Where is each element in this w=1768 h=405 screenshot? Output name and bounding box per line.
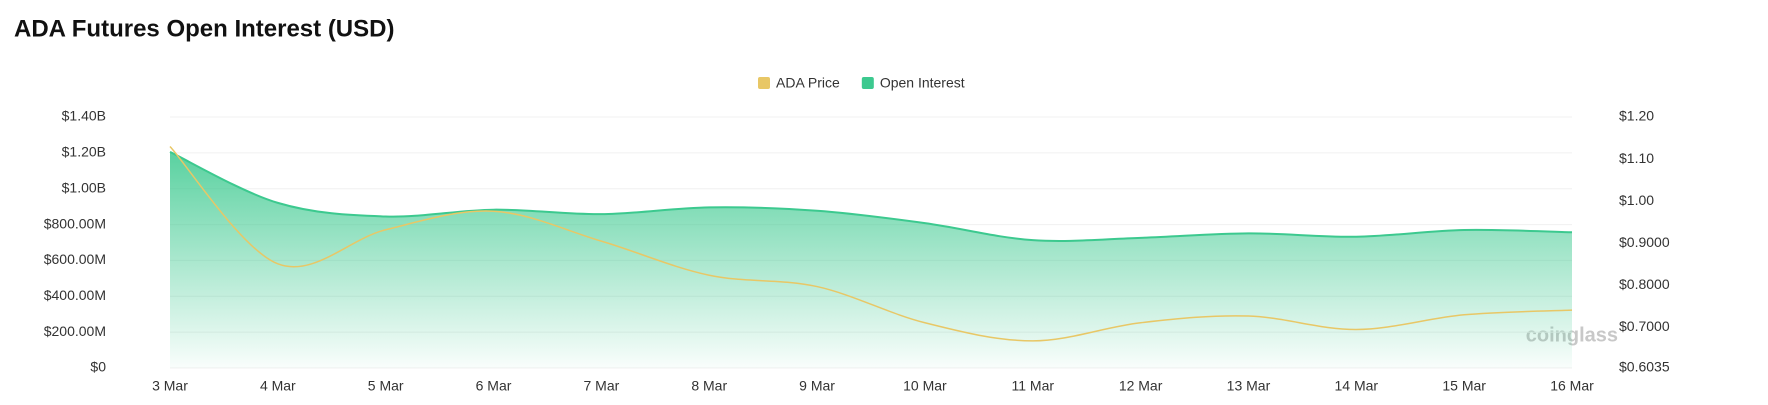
x-tick-label: 14 Mar — [1335, 378, 1379, 394]
x-tick-label: 5 Mar — [368, 378, 404, 394]
x-tick-label: 10 Mar — [903, 378, 947, 394]
y2-tick-label: $0.6035 — [1619, 359, 1670, 375]
y2-tick-label: $0.9000 — [1619, 234, 1670, 250]
x-tick-label: 8 Mar — [691, 378, 727, 394]
x-tick-label: 7 Mar — [583, 378, 619, 394]
y-tick-label: $1.20B — [62, 144, 106, 160]
x-tick-label: 11 Mar — [1011, 378, 1054, 394]
y-tick-label: $200.00M — [44, 323, 106, 339]
line — [169, 145, 1573, 342]
line — [169, 151, 1573, 242]
legend-label: ADA Price — [776, 75, 840, 91]
x-tick-label: 4 Mar — [260, 378, 296, 394]
x-tick-label: 12 Mar — [1119, 378, 1163, 394]
area — [170, 151, 1572, 368]
y-tick-label: $1.40B — [62, 108, 106, 124]
x-tick-label: 9 Mar — [799, 378, 835, 394]
y-tick-label: $400.00M — [44, 287, 106, 303]
y2-tick-label: $0.7000 — [1619, 318, 1670, 334]
y2-tick-label: $0.8000 — [1619, 276, 1670, 292]
y-tick-label: $1.00B — [62, 179, 106, 195]
x-tick-label: 3 Mar — [152, 378, 188, 394]
x-tick-label: 16 Mar — [1550, 378, 1594, 394]
y-tick-label: $800.00M — [44, 215, 106, 231]
x-tick-label: 13 Mar — [1227, 378, 1271, 394]
y2-tick-label: $1.10 — [1619, 150, 1654, 166]
y2-tick-label: $1.00 — [1619, 192, 1654, 208]
y-tick-label: $0 — [90, 359, 106, 375]
x-tick-label: 6 Mar — [476, 378, 512, 394]
y2-tick-label: $1.20 — [1619, 108, 1654, 124]
legend-swatch — [861, 77, 874, 89]
legend-swatch — [758, 77, 770, 89]
chart-title: ADA Futures Open Interest (USD) — [14, 15, 394, 42]
legend-label: Open Interest — [880, 75, 965, 91]
y-tick-label: $600.00M — [44, 251, 106, 267]
x-tick-label: 15 Mar — [1442, 378, 1486, 394]
